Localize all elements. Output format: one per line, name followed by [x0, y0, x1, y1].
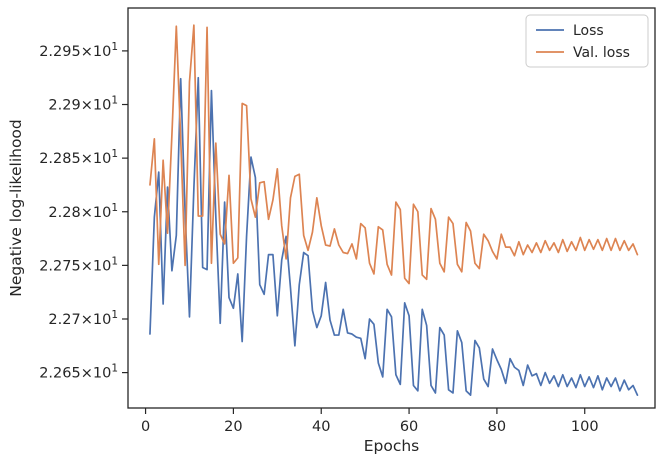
x-tick-label: 40 — [312, 419, 330, 435]
y-tick-label: 2.275×101 — [39, 255, 118, 274]
y-tick-label: 2.265×101 — [39, 363, 118, 382]
x-tick-label: 20 — [224, 419, 242, 435]
legend: Loss Val. loss — [525, 14, 649, 68]
series-layer — [149, 24, 639, 396]
x-tick-label: 60 — [400, 419, 418, 435]
x-tick-label: 80 — [488, 419, 506, 435]
x-axis-ticks: 0 20 40 60 80 100 — [141, 408, 599, 435]
y-tick-label: 2.27×101 — [48, 309, 118, 328]
axes-frame — [127, 7, 656, 409]
y-tick-label: 2.285×101 — [39, 148, 118, 167]
y-axis-ticks: 2.265×101 2.27×101 2.275×101 2.28×101 2.285×… — [39, 41, 128, 382]
legend-label: Val. loss — [573, 45, 630, 61]
y-axis-label: Negative log-likelihood — [7, 119, 25, 297]
legend-box — [525, 14, 649, 68]
y-tick-label: 2.295×101 — [39, 41, 118, 60]
y-tick-label: 2.28×101 — [48, 202, 118, 221]
x-axis-label: Epochs — [364, 437, 420, 455]
series-line-loss — [149, 76, 639, 396]
y-tick-label: 2.29×101 — [48, 95, 118, 114]
x-tick-label: 0 — [141, 419, 150, 435]
x-tick-label: 100 — [571, 419, 599, 435]
series-line-val-loss — [149, 24, 639, 285]
legend-label: Loss — [573, 23, 604, 39]
